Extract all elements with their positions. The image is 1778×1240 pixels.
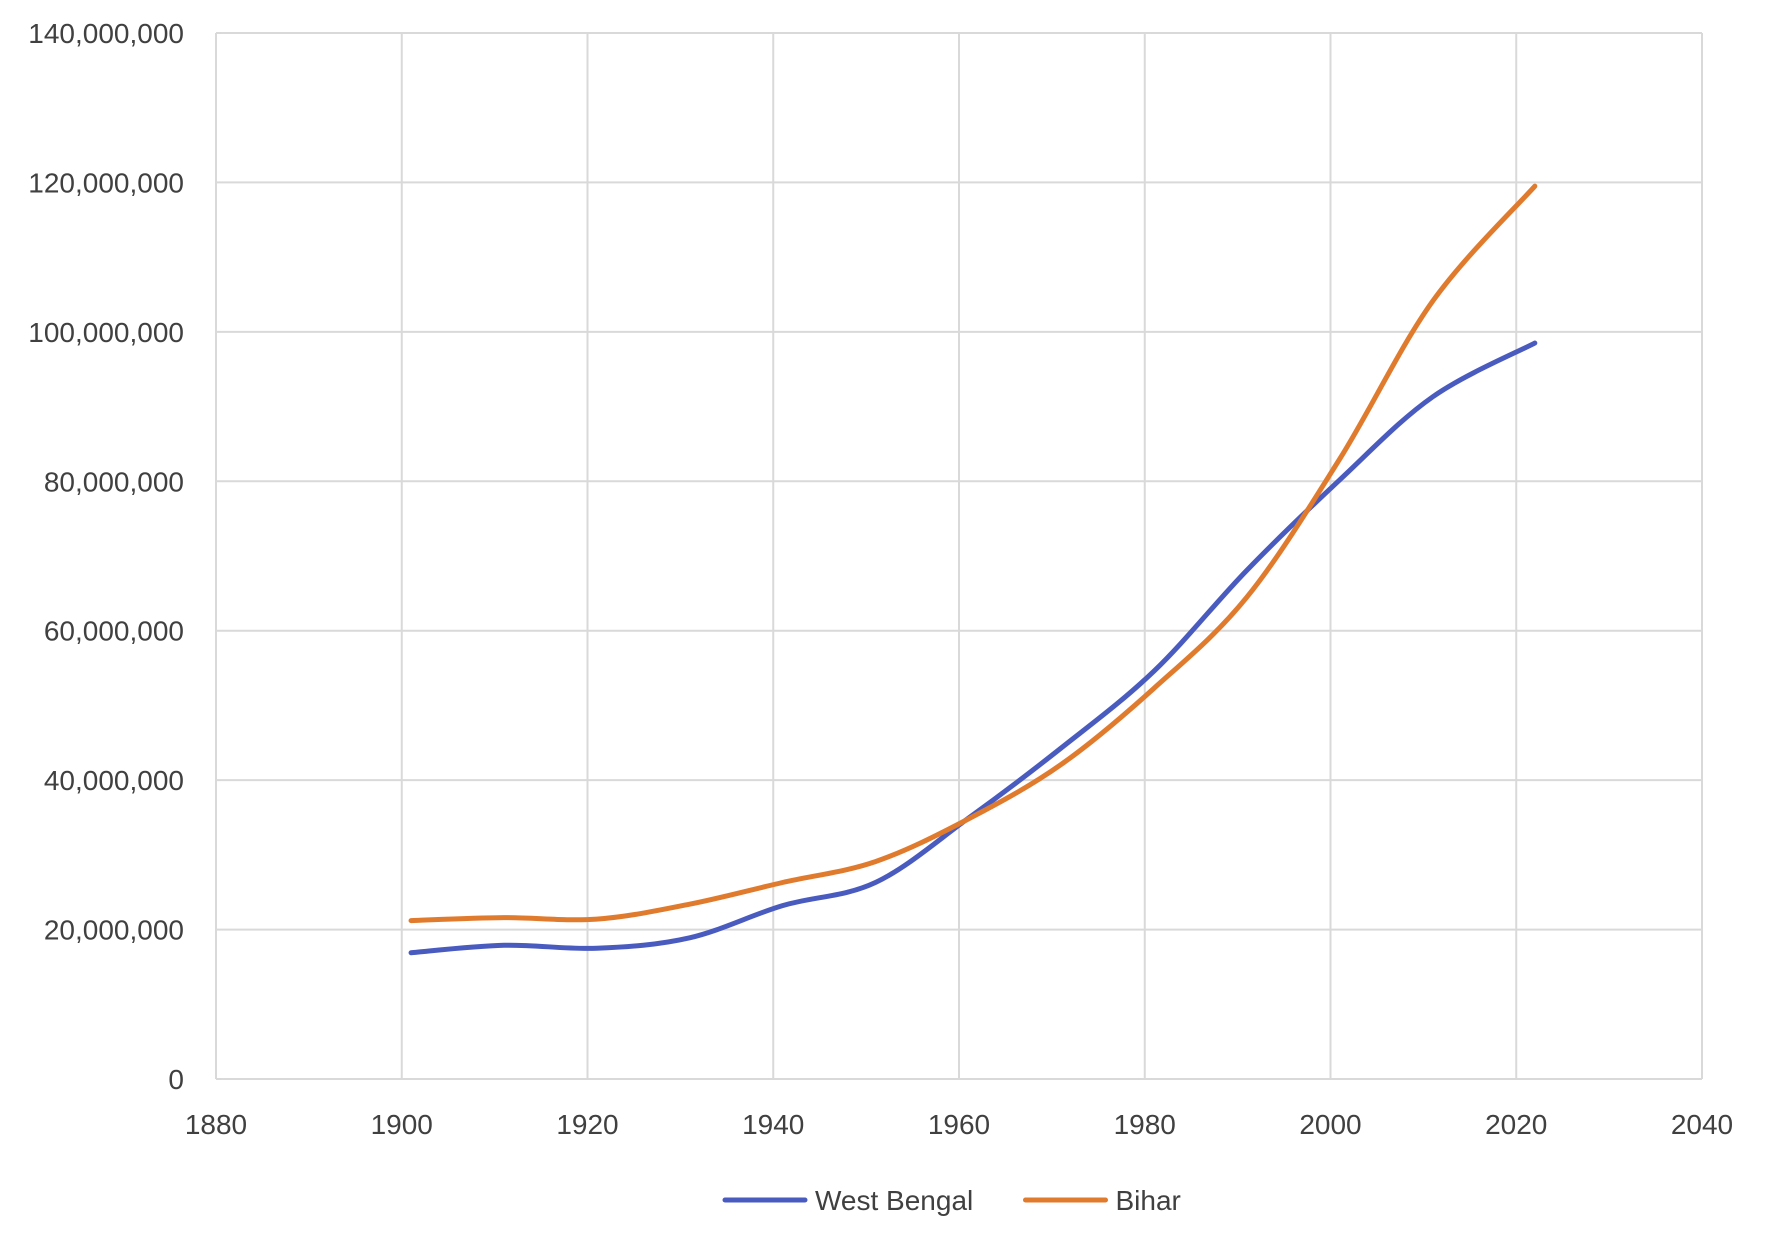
axes <box>215 33 1702 1080</box>
y-tick-label: 20,000,000 <box>44 915 184 946</box>
series-line-bihar <box>408 183 1538 924</box>
x-tick-label: 1960 <box>928 1109 990 1140</box>
legend-label-bihar: Bihar <box>1116 1185 1181 1216</box>
y-tick-label: 80,000,000 <box>44 466 184 497</box>
x-tick-label: 1880 <box>185 1109 247 1140</box>
y-tick-label: 140,000,000 <box>28 18 184 49</box>
y-tick-label: 40,000,000 <box>44 765 184 796</box>
legend-item-west-bengal: West Bengal <box>722 1185 973 1216</box>
x-tick-label: 2000 <box>1299 1109 1361 1140</box>
tick-labels: 0 20,000,000 40,000,000 60,000,000 80,000,00… <box>28 18 1733 1140</box>
plot-lines <box>408 183 1538 956</box>
x-tick-label: 1900 <box>371 1109 433 1140</box>
x-tick-label: 1980 <box>1114 1109 1176 1140</box>
y-tick-label: 100,000,000 <box>28 317 184 348</box>
series-line-west-bengal <box>408 340 1538 956</box>
legend-item-bihar: Bihar <box>1023 1185 1181 1216</box>
x-tick-label: 1920 <box>556 1109 618 1140</box>
y-tick-label: 0 <box>168 1064 184 1095</box>
legend: West Bengal Bihar <box>722 1185 1181 1216</box>
grid <box>216 32 1703 1079</box>
legend-label-west-bengal: West Bengal <box>815 1185 973 1216</box>
y-tick-label: 120,000,000 <box>28 167 184 198</box>
y-tick-label: 60,000,000 <box>44 616 184 647</box>
x-tick-label: 1940 <box>742 1109 804 1140</box>
x-tick-label: 2040 <box>1671 1109 1733 1140</box>
x-tick-label: 2020 <box>1485 1109 1547 1140</box>
